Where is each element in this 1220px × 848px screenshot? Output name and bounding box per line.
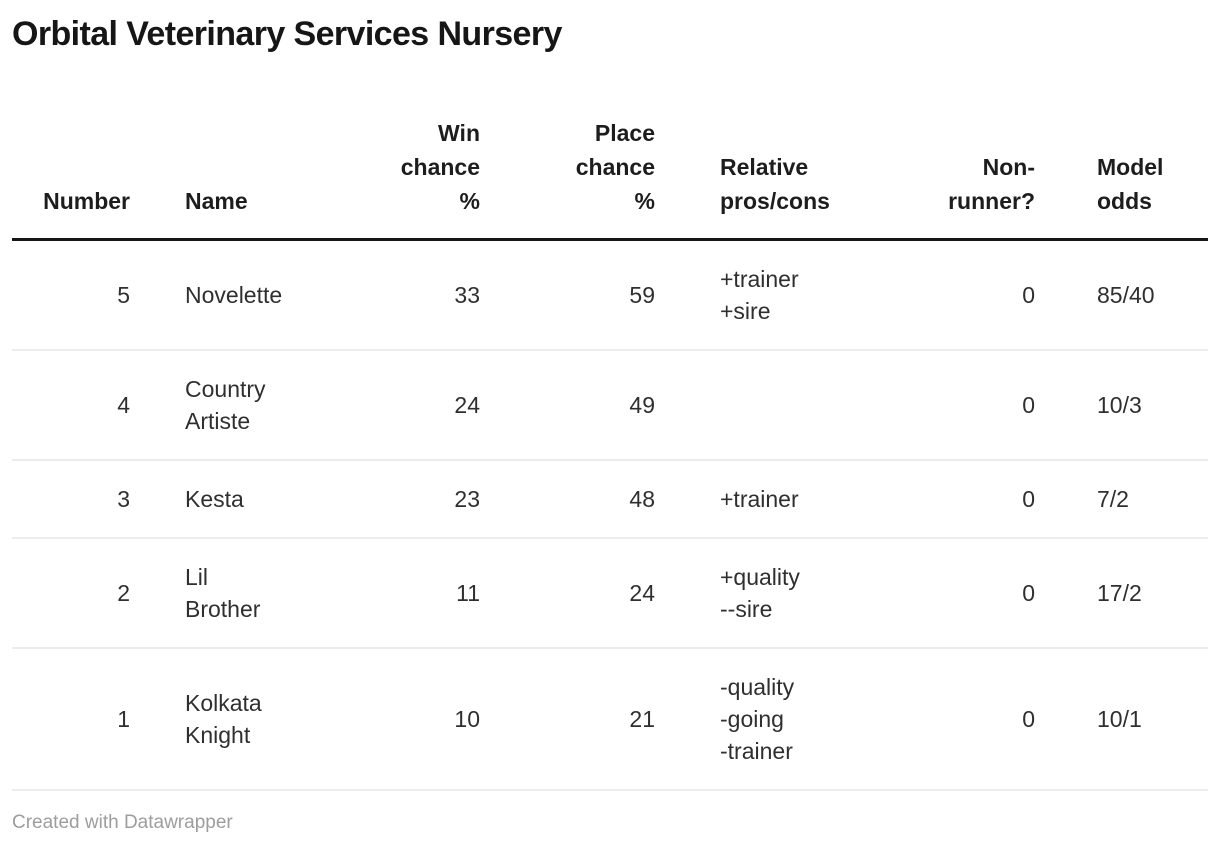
cell-number: 5: [117, 282, 130, 308]
table-header: Number Name Win chance % Place chance % …: [12, 98, 1208, 240]
cell-win-chance: 33: [454, 282, 480, 308]
cell-number: 1: [117, 706, 130, 732]
cell-win-chance: 24: [454, 392, 480, 418]
cell-number: 2: [117, 580, 130, 606]
cell-name: Kolkata Knight: [185, 690, 262, 748]
col-header-name: Name: [185, 188, 248, 214]
cell-place-chance: 49: [629, 392, 655, 418]
credit-text: Created with Datawrapper: [12, 812, 233, 833]
cell-model-odds: 10/3: [1097, 392, 1142, 418]
cell-place-chance: 21: [629, 706, 655, 732]
cell-non-runner: 0: [1022, 580, 1035, 606]
table-row: 2 Lil Brother 11 24 +quality --sire 0 17/2: [12, 538, 1208, 648]
cell-pros-cons: -quality -going -trainer: [720, 674, 795, 764]
table-row: 3 Kesta 23 48 +trainer 0 7/2: [12, 460, 1208, 538]
cell-model-odds: 85/40: [1097, 282, 1155, 308]
cell-model-odds: 7/2: [1097, 486, 1129, 512]
col-header-place-chance: Place chance %: [575, 120, 655, 214]
header-row: Number Name Win chance % Place chance % …: [12, 98, 1208, 240]
table-row: 1 Kolkata Knight 10 21 -quality -going -trai…: [12, 648, 1208, 790]
cell-name: Kesta: [185, 486, 244, 512]
col-header-number: Number: [43, 188, 130, 214]
table-body: 5 Novelette 33 59 +trainer +sire 0 85/40 4 Count…: [12, 240, 1208, 790]
cell-number: 4: [117, 392, 130, 418]
cell-non-runner: 0: [1022, 392, 1035, 418]
table-row: 5 Novelette 33 59 +trainer +sire 0 85/40: [12, 240, 1208, 350]
cell-pros-cons: +quality --sire: [720, 564, 800, 622]
cell-model-odds: 17/2: [1097, 580, 1142, 606]
cell-place-chance: 48: [629, 486, 655, 512]
cell-number: 3: [117, 486, 130, 512]
cell-non-runner: 0: [1022, 486, 1035, 512]
data-table: Number Name Win chance % Place chance % …: [12, 98, 1208, 791]
table-row: 4 Country Artiste 24 49 0 10/3: [12, 350, 1208, 460]
col-header-pros-cons: Relative pros/cons: [720, 154, 830, 214]
footer: Created with Datawrapper: [12, 791, 1208, 835]
cell-win-chance: 10: [454, 706, 480, 732]
cell-name: Country Artiste: [185, 376, 266, 434]
cell-win-chance: 23: [454, 486, 480, 512]
cell-pros-cons: [655, 350, 895, 460]
cell-pros-cons: +trainer: [720, 486, 799, 512]
cell-model-odds: 10/1: [1097, 706, 1142, 732]
cell-name: Lil Brother: [185, 564, 261, 622]
col-header-model-odds: Model odds: [1097, 154, 1164, 214]
cell-non-runner: 0: [1022, 706, 1035, 732]
cell-place-chance: 24: [629, 580, 655, 606]
col-header-non-runner: Non- runner?: [948, 154, 1035, 214]
cell-pros-cons: +trainer +sire: [720, 266, 799, 324]
cell-win-chance: 11: [456, 580, 480, 606]
col-header-win-chance: Win chance %: [400, 120, 480, 214]
cell-place-chance: 59: [629, 282, 655, 308]
cell-non-runner: 0: [1022, 282, 1035, 308]
cell-name: Novelette: [185, 282, 283, 308]
page-title: Orbital Veterinary Services Nursery: [12, 15, 562, 53]
